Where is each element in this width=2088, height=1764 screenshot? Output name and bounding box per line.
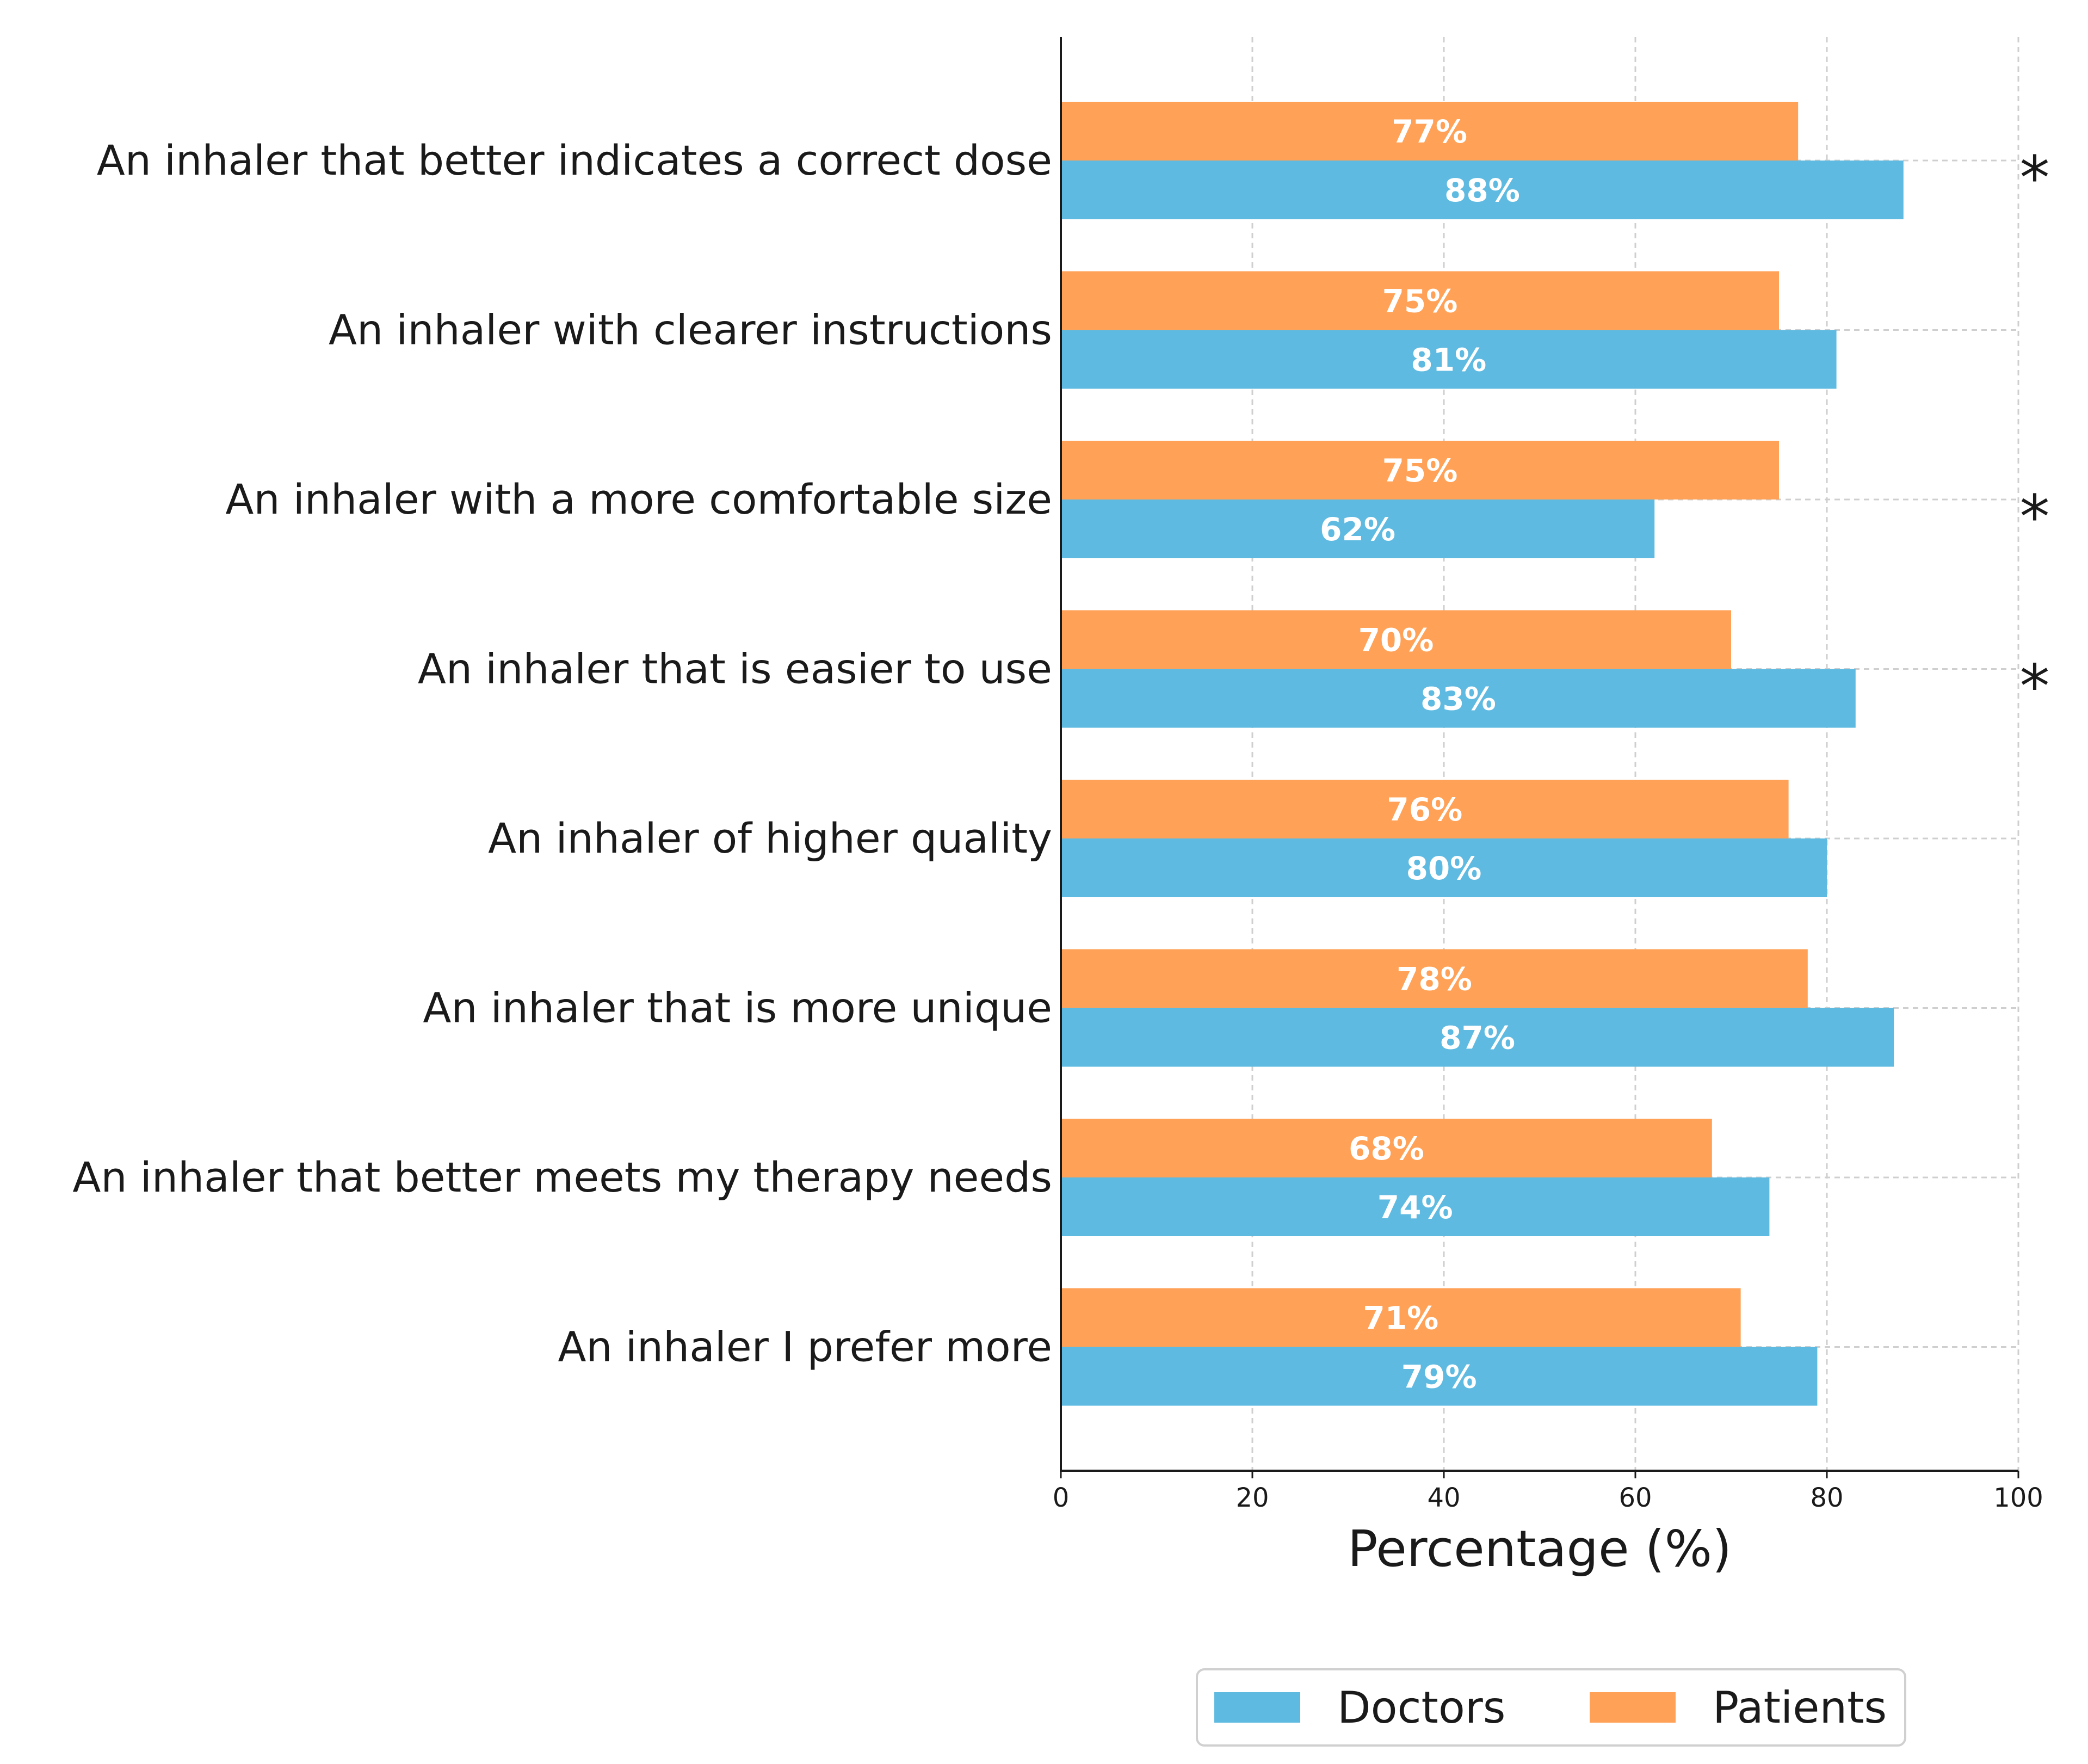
legend-swatch [1590, 1692, 1676, 1723]
bar-doctors [1061, 499, 1655, 558]
legend-frame [1196, 1668, 1906, 1747]
bar-value-label-doctors: 74% [1377, 1189, 1453, 1226]
bar-value-label-patients: 71% [1363, 1300, 1438, 1337]
x-tick-label: 80 [1810, 1483, 1843, 1513]
bar-patients [1061, 780, 1789, 838]
x-tick-label: 40 [1427, 1483, 1460, 1513]
bar-patients [1061, 610, 1731, 669]
x-tick-label: 20 [1235, 1483, 1269, 1513]
legend-swatch [1214, 1692, 1300, 1723]
category-label: An inhaler I prefer more [558, 1323, 1052, 1371]
axes: An inhaler that better indicates a corre… [72, 37, 2050, 1513]
bar-doctors [1061, 1008, 1894, 1067]
bar-patients [1061, 441, 1779, 499]
bar-value-label-doctors: 80% [1406, 850, 1482, 887]
category-label: An inhaler with clearer instructions [329, 306, 1052, 354]
category-label: An inhaler that better indicates a corre… [97, 136, 1052, 184]
significance-marker: * [2020, 482, 2050, 552]
bar-value-label-doctors: 79% [1401, 1359, 1477, 1396]
bar-doctors [1061, 1177, 1770, 1236]
bar-value-label-doctors: 81% [1411, 342, 1486, 379]
bar-value-label-patients: 76% [1387, 791, 1462, 828]
bar-value-label-patients: 68% [1349, 1130, 1424, 1167]
x-tick-label: 0 [1053, 1483, 1070, 1513]
significance-marker: * [2020, 143, 2050, 213]
category-label: An inhaler that is more unique [423, 984, 1052, 1032]
legend: Doctors Patients [1196, 1668, 1906, 1747]
bar-value-label-patients: 75% [1382, 452, 1458, 489]
significance-marker: * [2020, 652, 2050, 721]
bar-patients [1061, 949, 1808, 1008]
bar-doctors [1061, 838, 1827, 897]
bar-doctors [1061, 161, 1904, 219]
legend-label: Patients [1713, 1682, 1887, 1733]
bar-value-label-patients: 70% [1358, 622, 1434, 659]
category-label: An inhaler that better meets my therapy … [72, 1153, 1052, 1201]
bar-patients [1061, 102, 1799, 161]
bar-value-label-doctors: 88% [1444, 172, 1520, 209]
bars: 77% 88% 75% 81% 75% 62% 70% 83% 76% 80% 78% 87% 68% 7… [1061, 102, 1904, 1406]
bar-value-label-doctors: 83% [1420, 681, 1496, 718]
grid-lines [1061, 37, 2019, 1471]
category-label: An inhaler of higher quality [488, 814, 1052, 862]
bar-patients [1061, 1119, 1712, 1177]
bar-value-label-patients: 78% [1397, 961, 1472, 998]
bar-patients [1061, 1288, 1741, 1347]
legend-label: Doctors [1337, 1682, 1505, 1733]
category-label: An inhaler that is easier to use [418, 645, 1052, 693]
x-tick-label: 100 [1993, 1483, 2043, 1513]
bar-value-label-doctors: 87% [1440, 1020, 1515, 1057]
x-tick-label: 60 [1618, 1483, 1652, 1513]
bar-value-label-patients: 75% [1382, 283, 1458, 320]
x-axis-title: Percentage (%) [1348, 1520, 1732, 1578]
bar-doctors [1061, 330, 1837, 389]
bar-value-label-doctors: 62% [1320, 511, 1395, 548]
bar-value-label-patients: 77% [1392, 113, 1467, 150]
category-label: An inhaler with a more comfortable size [225, 475, 1052, 523]
bar-patients [1061, 271, 1779, 330]
bar-doctors [1061, 669, 1856, 728]
bar-doctors [1061, 1347, 1818, 1406]
